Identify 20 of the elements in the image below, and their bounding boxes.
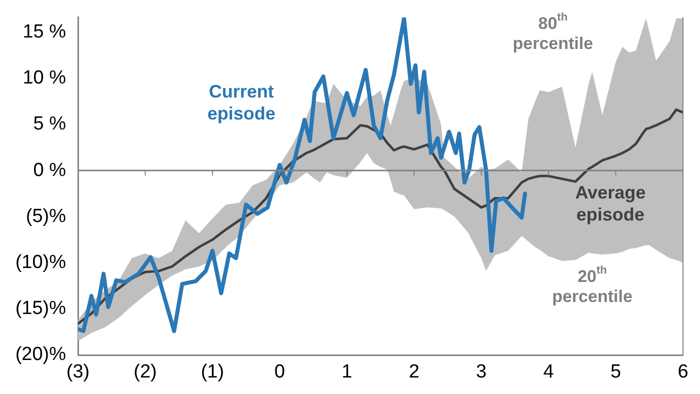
- y-tick-label: 10 %: [22, 68, 66, 89]
- x-tick-label: (2): [134, 362, 157, 383]
- x-tick-label: 4: [543, 362, 554, 383]
- x-tick-label: 0: [274, 362, 285, 383]
- x-tick-label: 5: [610, 362, 622, 383]
- x-tick-label: 2: [408, 362, 420, 383]
- y-tick-label: (20)%: [15, 344, 66, 366]
- y-tick-label: (15)%: [15, 298, 66, 320]
- x-tick-label: 1: [342, 362, 352, 383]
- x-tick-label: (3): [66, 362, 90, 383]
- series-label: Average episode: [575, 182, 646, 225]
- series-label: Current episode: [207, 81, 276, 124]
- y-tick-label: 5 %: [33, 114, 66, 135]
- x-tick-label: 3: [476, 362, 487, 383]
- x-tick-label: 6: [678, 362, 688, 383]
- y-tick-label: 15 %: [22, 21, 66, 42]
- y-tick-label: (10)%: [15, 252, 66, 273]
- y-tick-label: (5)%: [26, 206, 66, 227]
- y-tick-label: 0 %: [33, 160, 66, 181]
- x-tick-label: (1): [200, 362, 224, 383]
